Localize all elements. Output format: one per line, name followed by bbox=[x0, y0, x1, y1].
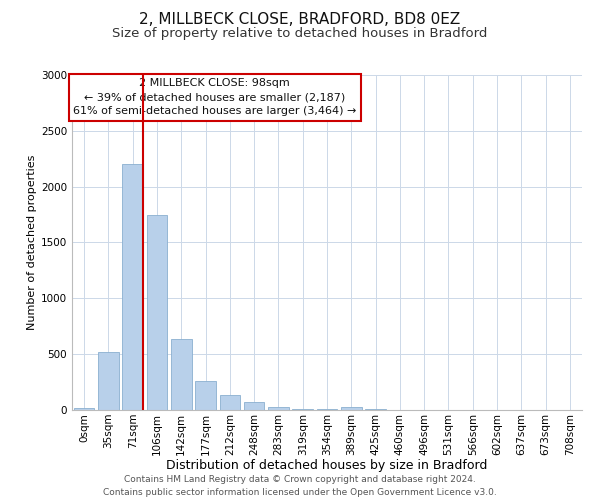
Bar bbox=[292, 409, 313, 410]
Text: Contains HM Land Registry data © Crown copyright and database right 2024.: Contains HM Land Registry data © Crown c… bbox=[124, 476, 476, 484]
Bar bbox=[171, 338, 191, 410]
X-axis label: Distribution of detached houses by size in Bradford: Distribution of detached houses by size … bbox=[166, 459, 488, 472]
Text: 2 MILLBECK CLOSE: 98sqm
← 39% of detached houses are smaller (2,187)
61% of semi: 2 MILLBECK CLOSE: 98sqm ← 39% of detache… bbox=[73, 78, 356, 116]
Bar bbox=[74, 408, 94, 410]
Bar bbox=[220, 396, 240, 410]
Text: Contains public sector information licensed under the Open Government Licence v3: Contains public sector information licen… bbox=[103, 488, 497, 497]
Y-axis label: Number of detached properties: Number of detached properties bbox=[27, 155, 37, 330]
Bar bbox=[268, 406, 289, 410]
Bar bbox=[341, 406, 362, 410]
Bar bbox=[122, 164, 143, 410]
Text: Size of property relative to detached houses in Bradford: Size of property relative to detached ho… bbox=[112, 28, 488, 40]
Bar bbox=[146, 214, 167, 410]
Bar bbox=[244, 402, 265, 410]
Bar bbox=[195, 381, 216, 410]
Text: 2, MILLBECK CLOSE, BRADFORD, BD8 0EZ: 2, MILLBECK CLOSE, BRADFORD, BD8 0EZ bbox=[139, 12, 461, 28]
Bar bbox=[98, 352, 119, 410]
